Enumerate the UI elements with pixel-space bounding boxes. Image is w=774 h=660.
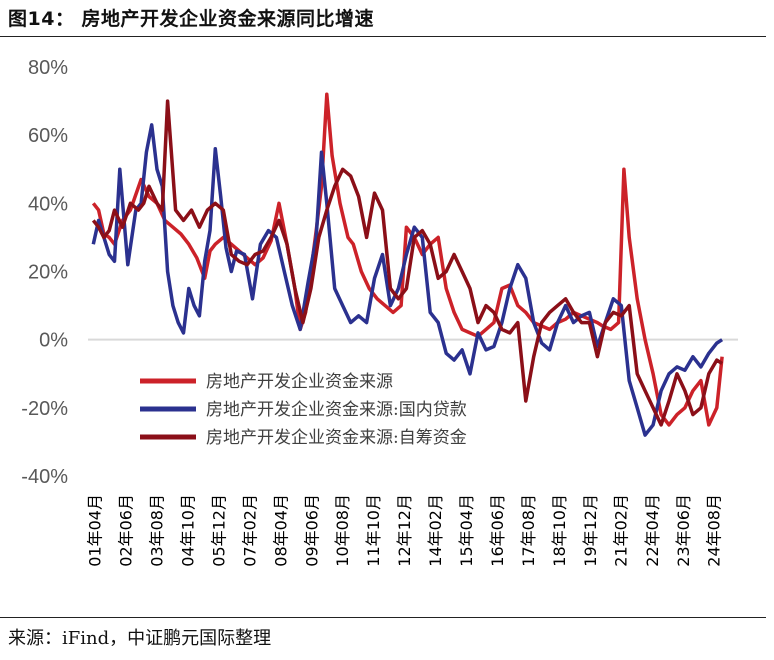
x-tick-label: 15年04月 — [457, 494, 476, 567]
x-axis: 01年04月 02年06月 03年08月 04年10月 05年12月 07年02月 08年0… — [86, 494, 724, 567]
x-tick-label: 11年10月 — [364, 494, 383, 567]
y-tick-label: 60% — [28, 125, 68, 147]
x-tick-label: 05年12月 — [210, 494, 229, 567]
x-tick-label: 02年06月 — [117, 494, 136, 567]
x-tick-label: 03年08月 — [147, 494, 166, 567]
x-tick-label: 14年02月 — [426, 494, 445, 567]
x-tick-label: 16年06月 — [488, 494, 507, 567]
x-tick-label: 10年08月 — [333, 494, 352, 567]
y-axis: 80% 60% 40% 20% 0% -20% -40% — [21, 57, 68, 488]
x-tick-label: 08年04月 — [271, 494, 290, 567]
legend: 房地产开发企业资金来源房地产开发企业资金来源:国内贷款房地产开发企业资金来源:自… — [140, 372, 467, 448]
source-note: 来源：iFind，中证鹏元国际整理 — [8, 628, 272, 649]
y-tick-label: 80% — [28, 57, 68, 79]
x-tick-label: 09年06月 — [302, 494, 321, 567]
title-rule — [0, 36, 766, 37]
y-tick-label: -20% — [21, 398, 68, 420]
x-tick-label: 07年02月 — [240, 494, 259, 567]
x-tick-label: 22年04月 — [643, 494, 662, 567]
series-line-3 — [91, 99, 724, 427]
series-line-1 — [91, 92, 724, 427]
series-layer — [91, 92, 724, 437]
x-tick-label: 19年12月 — [581, 494, 600, 567]
y-tick-label: 40% — [28, 193, 68, 215]
series-line-2 — [91, 123, 724, 437]
x-tick-label: 01年04月 — [86, 494, 105, 567]
figure-title: 图14： 房地产开发企业资金来源同比增速 — [8, 8, 375, 30]
y-tick-label: -40% — [21, 466, 68, 488]
x-tick-label: 23年06月 — [674, 494, 693, 567]
x-tick-label: 21年02月 — [612, 494, 631, 567]
legend-label-1: 房地产开发企业资金来源 — [206, 372, 393, 392]
legend-label-3: 房地产开发企业资金来源:自筹资金 — [206, 428, 467, 448]
x-tick-label: 17年08月 — [519, 494, 538, 567]
x-tick-label: 12年12月 — [395, 494, 414, 567]
x-tick-label: 24年08月 — [705, 494, 724, 567]
x-tick-label: 04年10月 — [179, 494, 198, 567]
y-tick-label: 20% — [28, 262, 68, 284]
y-tick-label: 0% — [39, 330, 68, 352]
x-tick-label: 18年10月 — [550, 494, 569, 567]
legend-label-2: 房地产开发企业资金来源:国内贷款 — [206, 400, 467, 420]
footer-rule — [0, 617, 766, 618]
